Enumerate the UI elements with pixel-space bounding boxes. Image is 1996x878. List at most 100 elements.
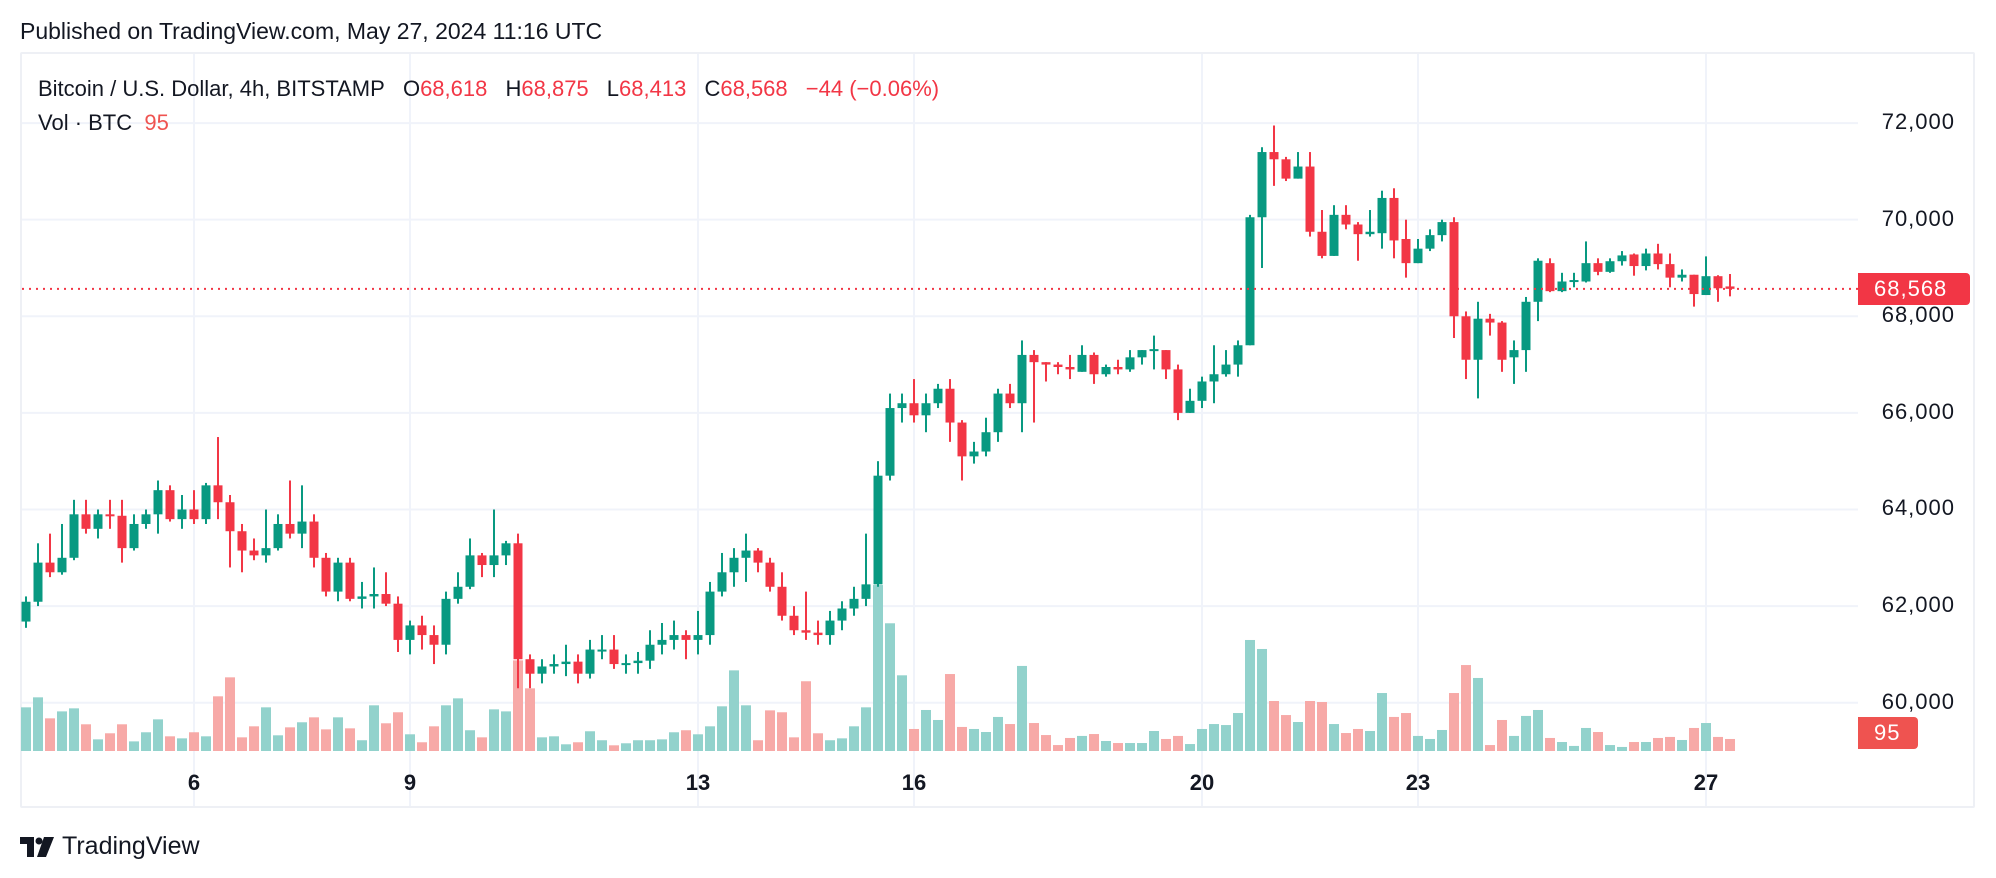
candle	[333, 557, 343, 602]
volume-bar	[1677, 739, 1687, 751]
candle-body	[141, 514, 151, 524]
candle-body	[729, 557, 739, 573]
volume-bar	[1569, 745, 1579, 751]
candle-body	[705, 591, 715, 636]
volume-bar	[561, 744, 571, 751]
volume-bar	[669, 732, 679, 751]
volume-bar	[1449, 693, 1459, 751]
candle-body	[1521, 301, 1531, 351]
volume-bar	[1377, 693, 1387, 751]
candle	[1701, 256, 1711, 296]
candle-body	[1617, 255, 1627, 262]
candle	[933, 383, 943, 409]
candle-body	[117, 515, 127, 549]
candle	[477, 552, 487, 578]
candle-body	[1245, 217, 1255, 346]
candle	[1053, 362, 1063, 375]
symbol-title[interactable]: Bitcoin / U.S. Dollar, 4h, BITSTAMP	[38, 76, 385, 101]
volume-bar	[693, 734, 703, 751]
candle-body	[1425, 235, 1435, 249]
candle-body	[1713, 276, 1723, 289]
candle	[561, 644, 571, 677]
candle	[1425, 229, 1435, 252]
candle-body	[945, 388, 955, 423]
candle-body	[1305, 166, 1315, 232]
volume-bar	[1101, 741, 1111, 751]
candle	[285, 480, 295, 539]
candle	[765, 557, 775, 592]
volume-bar	[933, 719, 943, 751]
candle-body	[1665, 264, 1675, 278]
candle-body	[1149, 349, 1159, 352]
chart-frame	[20, 52, 1975, 808]
candle	[741, 533, 751, 582]
candle-body	[933, 388, 943, 404]
volume-bar	[1713, 736, 1723, 751]
candle	[1089, 352, 1099, 384]
candle-body	[753, 550, 763, 563]
candle-body	[1449, 222, 1459, 317]
candle	[1605, 258, 1615, 273]
candle-body	[1233, 345, 1243, 365]
volume-bar	[1317, 702, 1327, 751]
candle	[177, 494, 187, 529]
volume-bar	[777, 712, 787, 751]
volume-bar	[1305, 701, 1315, 751]
candle-body	[465, 555, 475, 587]
volume-bar	[165, 736, 175, 751]
candle	[537, 659, 547, 684]
candle-body	[537, 666, 547, 674]
candle-body	[177, 509, 187, 520]
candle-body	[765, 562, 775, 587]
candle	[573, 654, 583, 684]
candle-body	[237, 531, 247, 551]
candle-body	[57, 557, 67, 573]
volume-bar	[1281, 715, 1291, 751]
volume-bar	[1701, 723, 1711, 751]
candle-body	[261, 548, 271, 556]
volume-bar	[513, 660, 523, 751]
candle-body	[693, 635, 703, 640]
candle-body	[1077, 354, 1087, 372]
candle	[1533, 258, 1543, 322]
volume-label[interactable]: Vol · BTC	[38, 110, 133, 135]
candle	[705, 581, 715, 645]
candle	[1137, 350, 1147, 365]
candle-body	[369, 594, 379, 597]
volume-bar	[1329, 724, 1339, 751]
candle	[861, 533, 871, 607]
candle	[1317, 210, 1327, 259]
candle-body	[825, 620, 835, 636]
candle-body	[1509, 350, 1519, 358]
candle-body	[1593, 263, 1603, 272]
candle-body	[33, 562, 43, 602]
volume-bar	[333, 717, 343, 751]
candle	[801, 591, 811, 640]
brand-name: TradingView	[62, 832, 200, 860]
candle	[93, 509, 103, 539]
candle-body	[1389, 197, 1399, 241]
candle	[105, 499, 115, 529]
candle	[825, 610, 835, 645]
volume-bar	[861, 707, 871, 751]
candle-body	[201, 485, 211, 520]
candle	[885, 393, 895, 481]
volume-bar	[597, 740, 607, 751]
volume-bar	[717, 706, 727, 751]
candle	[849, 586, 859, 616]
volume-bar	[1269, 701, 1279, 751]
candle-body	[1701, 276, 1711, 296]
candle	[657, 622, 667, 655]
candle-body	[813, 632, 823, 636]
tradingview-logo[interactable]: TradingView	[20, 832, 200, 861]
candle-body	[1125, 357, 1135, 370]
volume-bars	[21, 585, 1735, 751]
candle	[777, 572, 787, 621]
high-label: H	[505, 76, 522, 101]
candle	[1257, 147, 1267, 268]
volume-bar	[1089, 734, 1099, 751]
candle	[237, 523, 247, 573]
candle-body	[453, 586, 463, 599]
time-tick-label: 16	[901, 770, 927, 795]
